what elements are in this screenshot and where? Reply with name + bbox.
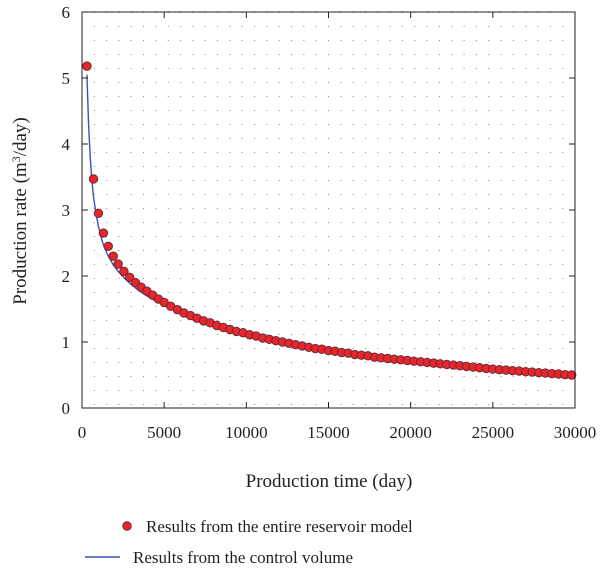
- y-tick-label: 4: [62, 135, 71, 154]
- y-tick-label: 2: [62, 267, 71, 286]
- legend-label-reservoir-model: Results from the entire reservoir model: [146, 517, 413, 536]
- y-axis-label-tail: /day): [10, 117, 31, 156]
- y-tick-label: 3: [62, 201, 71, 220]
- axis-ticks: [81, 11, 576, 409]
- legend: Results from the entire reservoir model …: [85, 517, 413, 567]
- legend-marker-reservoir-model: [122, 521, 132, 531]
- legend-label-control-volume: Results from the control volume: [133, 548, 353, 567]
- data-point: [124, 272, 135, 283]
- y-axis-label: Production rate (m3/day): [9, 117, 31, 305]
- y-tick-label: 1: [62, 333, 71, 352]
- y-tick-label: 5: [62, 69, 71, 88]
- x-tick-label: 5000: [147, 423, 181, 442]
- x-axis-label: Production time (day): [246, 471, 413, 492]
- control-volume-line: [86, 74, 576, 376]
- x-tick-label: 10000: [225, 423, 268, 442]
- data-point: [113, 259, 123, 269]
- data-point: [567, 370, 577, 380]
- data-point: [82, 61, 92, 71]
- x-tick-label: 15000: [307, 423, 350, 442]
- y-tick-label: 6: [62, 3, 71, 22]
- data-point: [98, 228, 109, 238]
- data-point: [119, 266, 129, 277]
- axis-tick-labels: 0 5000 10000 15000 20000 25000 30000 0 1 2 3 4 5 6: [62, 3, 597, 442]
- control-volume-series: [86, 74, 576, 376]
- x-tick-label: 0: [78, 423, 87, 442]
- data-point: [108, 251, 118, 261]
- y-axis-label-sup: 3: [9, 156, 23, 162]
- data-point: [103, 241, 113, 252]
- x-tick-label: 25000: [472, 423, 515, 442]
- x-tick-label: 20000: [389, 423, 432, 442]
- reservoir-model-series: [82, 61, 577, 380]
- data-point: [88, 174, 99, 184]
- data-point: [93, 208, 104, 219]
- y-axis-label-main: Production rate (m: [10, 162, 31, 305]
- x-tick-label: 30000: [554, 423, 597, 442]
- y-tick-label: 0: [62, 399, 71, 418]
